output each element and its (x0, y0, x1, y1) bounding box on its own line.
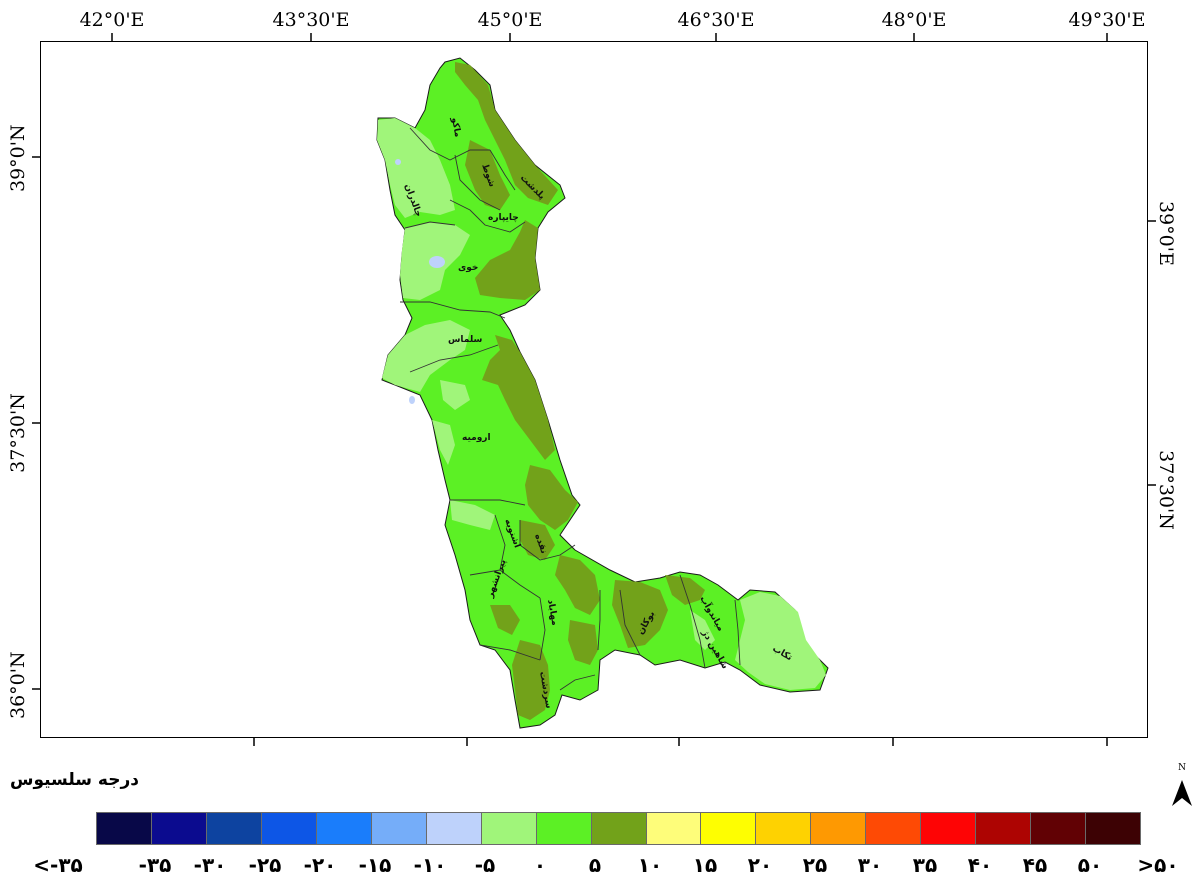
longitude-label: 43°30'E (272, 9, 350, 31)
legend-label: ۵۰ (1077, 853, 1103, 877)
longitude-label: 48°0'E (881, 9, 947, 31)
region-label-mahabad: مهاباد (545, 599, 559, 627)
legend-swatch (261, 813, 317, 844)
region-label-khoy: خوی (458, 263, 478, 273)
legend-swatch (811, 813, 867, 844)
region-label-chaypareh: چایپاره (488, 213, 519, 223)
dark-green-zones (455, 62, 705, 720)
longitude-label: 45°0'E (477, 9, 543, 31)
legend-label: ۴۰ (967, 853, 993, 877)
longitude-label: 42°0'E (79, 9, 145, 31)
legend-label: >۵۰ (1137, 853, 1179, 877)
region-label-urmia: ارومیه (462, 433, 491, 443)
legend-label: <-۳۵ (33, 853, 83, 877)
legend-swatch (701, 813, 757, 844)
legend-label: ۴۵ (1022, 853, 1048, 877)
legend-swatch (646, 813, 702, 844)
legend-label: -۳۰ (193, 853, 227, 877)
legend-swatch (481, 813, 537, 844)
legend-label: ۳۵ (912, 853, 938, 877)
legend-label: ۲۵ (802, 853, 828, 877)
legend-swatch (206, 813, 262, 844)
tick-marks (32, 33, 1156, 746)
legend-label: -۱۵ (358, 853, 392, 877)
map-frame (40, 41, 1148, 738)
legend-label: -۳۵ (138, 853, 172, 877)
region-label-maku: ماکو (449, 116, 462, 138)
legend-label: -۲۵ (248, 853, 282, 877)
county-boundaries (400, 127, 741, 691)
legend-swatch (1031, 813, 1087, 844)
legend-swatch (921, 813, 977, 844)
legend-label: -۱۰ (413, 853, 447, 877)
north-arrow-icon: N (1172, 763, 1192, 806)
legend-swatch (426, 813, 482, 844)
region-label-salmas: سلماس (448, 335, 483, 345)
legend-label: ۰ (533, 853, 547, 877)
svg-text:N: N (1178, 763, 1186, 773)
legend-swatch (97, 813, 152, 844)
legend-label: ۱۵ (692, 853, 718, 877)
legend-label: -۲۰ (303, 853, 337, 877)
legend-swatch (976, 813, 1032, 844)
cold-spots (395, 159, 445, 404)
province-shape (376, 57, 829, 729)
legend-swatch (151, 813, 207, 844)
legend-swatch (1086, 813, 1141, 844)
legend-color-bar (96, 812, 1141, 845)
legend-label: ۵ (588, 853, 602, 877)
legend-title: درجه سلسیوس (10, 770, 140, 790)
legend-swatch (866, 813, 922, 844)
legend-swatch (756, 813, 812, 844)
legend-swatch (591, 813, 647, 844)
legend-swatch (371, 813, 427, 844)
legend-label: -۵ (474, 853, 496, 877)
longitude-label: 46°30'E (677, 9, 755, 31)
legend-label: ۳۰ (857, 853, 883, 877)
legend-swatch (316, 813, 372, 844)
legend-label: ۲۰ (747, 853, 773, 877)
longitude-label: 49°30'E (1068, 9, 1146, 31)
legend-swatch (536, 813, 592, 844)
legend-label: ۱۰ (637, 853, 663, 877)
